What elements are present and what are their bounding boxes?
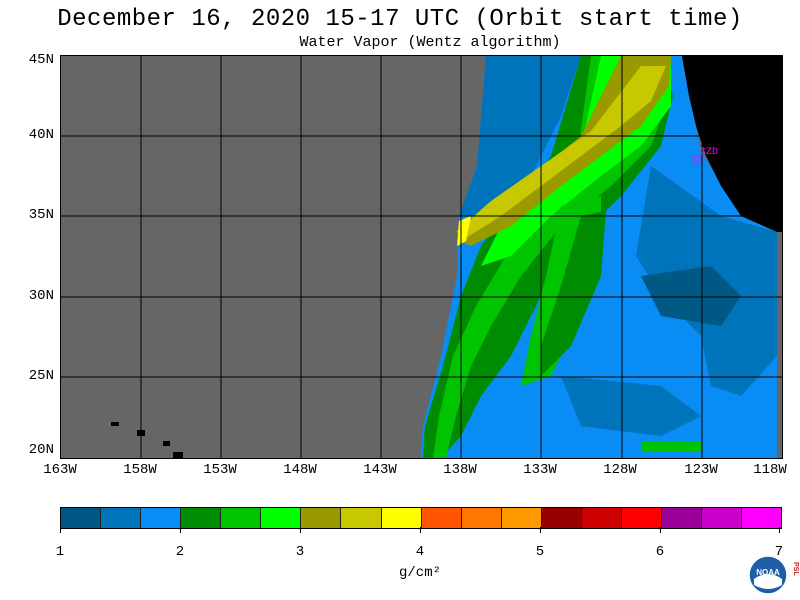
colorbar-segment xyxy=(461,508,502,528)
colorbar-tick xyxy=(779,527,780,533)
colorbar-label-4: 4 xyxy=(415,544,425,560)
colorbar-segment xyxy=(381,508,422,528)
colorbar-segment xyxy=(221,508,262,528)
lat-label-30n: 30N xyxy=(28,288,54,304)
colorbar-segment xyxy=(301,508,342,528)
swath-dark-patch1 xyxy=(641,266,741,326)
bottom-green-strip xyxy=(641,441,701,451)
colorbar-label-1: 1 xyxy=(55,544,65,560)
grid-lines xyxy=(61,56,782,458)
colorbar-label-2: 2 xyxy=(175,544,185,560)
colorbar-segment xyxy=(101,508,142,528)
colorbar-segment xyxy=(541,508,582,528)
colorbar-segment xyxy=(661,508,702,528)
colorbar-label-3: 3 xyxy=(295,544,305,560)
colorbar-segment xyxy=(621,508,662,528)
water-vapor-map xyxy=(60,55,783,459)
lat-label-20n: 20N xyxy=(28,442,54,458)
colorbar-label-6: 6 xyxy=(655,544,665,560)
colorbar-label-7: 7 xyxy=(774,544,784,560)
colorbar-tick xyxy=(540,527,541,533)
colorbar-segment xyxy=(702,508,743,528)
plume-core-yellow xyxy=(457,66,666,241)
psl-logo-text: PSL xyxy=(791,562,799,576)
lon-label-138w: 138W xyxy=(443,462,477,478)
colorbar-segment xyxy=(61,508,102,528)
station-label-czd: CZD xyxy=(700,147,719,158)
colorbar-segment xyxy=(261,508,302,528)
colorbar-tick xyxy=(180,527,181,533)
colorbar-segment xyxy=(501,508,542,528)
lon-label-158w: 158W xyxy=(123,462,157,478)
lon-label-143w: 143W xyxy=(363,462,397,478)
colorbar-label-5: 5 xyxy=(535,544,545,560)
swath-dark-south xyxy=(561,376,701,436)
lon-label-133w: 133W xyxy=(523,462,557,478)
noaa-logo-icon: NOAA xyxy=(748,555,788,595)
hawaii-islands xyxy=(111,422,183,458)
colorbar-segment xyxy=(341,508,382,528)
colorbar-tick xyxy=(660,527,661,533)
noaa-logo-text: NOAA xyxy=(756,568,780,577)
colorbar-segment xyxy=(421,508,462,528)
lon-label-153w: 153W xyxy=(203,462,237,478)
land-west-coast xyxy=(682,56,782,232)
lon-label-163w: 163W xyxy=(43,462,77,478)
south-branch-dark xyxy=(541,211,606,376)
map-subtitle: Water Vapor (Wentz algorithm) xyxy=(299,34,561,51)
czd-station-marker xyxy=(693,155,701,163)
colorbar-segment xyxy=(181,508,222,528)
colorbar-tick xyxy=(420,527,421,533)
colorbar-tick xyxy=(60,527,61,533)
lon-label-123w: 123W xyxy=(684,462,718,478)
colorbar xyxy=(60,507,782,529)
lat-label-25n: 25N xyxy=(28,368,54,384)
lat-label-35n: 35N xyxy=(28,207,54,223)
psl-text: PSL xyxy=(792,562,799,576)
colorbar-units: g/cm² xyxy=(398,565,441,581)
lon-label-148w: 148W xyxy=(283,462,317,478)
map-canvas xyxy=(61,56,782,458)
lon-label-128w: 128W xyxy=(603,462,637,478)
lat-label-40n: 40N xyxy=(28,127,54,143)
lat-label-45n: 45N xyxy=(28,52,54,68)
colorbar-segment xyxy=(742,508,782,528)
lon-label-118w: 118W xyxy=(753,462,787,478)
colorbar-segment xyxy=(581,508,622,528)
colorbar-segment xyxy=(141,508,182,528)
colorbar-tick xyxy=(300,527,301,533)
map-title: December 16, 2020 15-17 UTC (Orbit start… xyxy=(57,6,743,33)
